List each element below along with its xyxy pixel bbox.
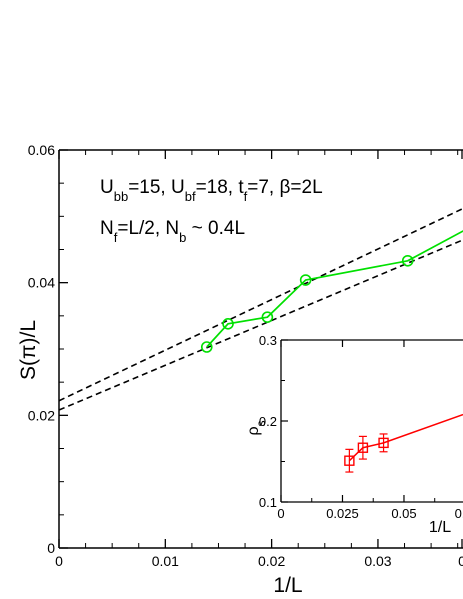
fit-line-dashed-1	[59, 207, 463, 402]
main-plot-area	[59, 207, 463, 411]
main-y-tick-label: 0.04	[28, 275, 55, 291]
main-ticks: 0 0.01 0.02 0.03 000.020.040.06	[28, 142, 463, 569]
inset-x-tick-label: 0.025	[326, 506, 359, 521]
inset-series-line	[348, 413, 463, 462]
inset-y-tick-label: 0.3	[259, 333, 277, 348]
main-y-tick-label: 0.06	[28, 142, 55, 158]
inset-x-tick-label: 0.05	[391, 506, 416, 521]
main-x-tick-label: 0.02	[258, 553, 285, 569]
inset-x-tick-label: 0.	[455, 506, 463, 521]
data-point	[261, 311, 274, 323]
inset-y-tick-label: 0.1	[259, 495, 277, 510]
main-y-tick-label: 0.02	[28, 407, 55, 423]
data-point	[401, 254, 414, 267]
inset-x-tick-label: 0	[277, 506, 284, 521]
inset-y-tick-label: 0.2	[259, 414, 277, 429]
data-point	[299, 274, 312, 286]
series-line	[206, 230, 463, 348]
inset-ticks: 0 0.025 0.05 0. 0.1 0.2 0.3	[259, 333, 463, 521]
main-y-tick-label: 0	[47, 540, 55, 556]
inset-y-axis-label: ρs	[245, 420, 268, 435]
data-point	[200, 341, 213, 353]
inset-data-point	[344, 455, 355, 466]
data-point	[222, 317, 234, 330]
inset-data-point	[357, 442, 369, 453]
inset-background	[281, 340, 463, 502]
main-y-axis-label: S(π)/L	[17, 320, 40, 380]
inset-data-point	[378, 437, 389, 449]
parameter-annotation-line2: Nf=L/2, Nb ~ 0.4L	[100, 218, 245, 245]
parameter-annotation-line1: Ubb=15, Ubf=18, tf=7, β=2L	[100, 177, 323, 204]
main-x-axis-label: 1/L	[273, 574, 302, 597]
inset-plot-area	[344, 413, 463, 473]
inset-x-axis-label: 1/L	[429, 519, 451, 536]
main-x-tick-label: 0	[458, 553, 463, 569]
main-x-tick-label: 0.03	[364, 553, 391, 569]
main-x-tick-label: 0	[55, 553, 63, 569]
main-x-tick-label: 0.01	[152, 553, 179, 569]
